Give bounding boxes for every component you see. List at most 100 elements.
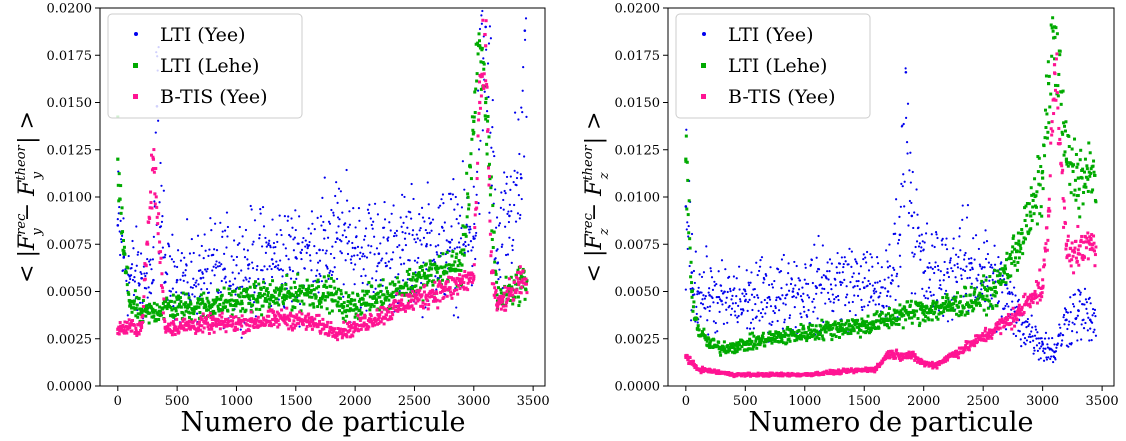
data-point (783, 318, 786, 321)
data-point (885, 294, 889, 297)
data-point (303, 267, 306, 270)
data-point (1090, 190, 1094, 194)
data-point (744, 298, 747, 301)
data-point (1028, 323, 1031, 326)
data-point (493, 154, 496, 158)
data-point (934, 265, 937, 269)
data-point (946, 320, 950, 323)
data-point (428, 217, 431, 220)
data-point (690, 281, 694, 285)
data-point (310, 210, 314, 213)
data-point (222, 268, 225, 271)
data-point (931, 244, 934, 247)
data-point (392, 301, 396, 305)
data-point (948, 304, 952, 308)
data-point (226, 309, 230, 313)
data-point (460, 263, 464, 267)
data-point (939, 283, 942, 287)
data-point (517, 118, 520, 121)
data-point (262, 280, 266, 284)
data-point (852, 327, 856, 331)
data-point (118, 321, 122, 325)
data-point (275, 301, 279, 305)
data-point (870, 256, 873, 259)
data-point (907, 211, 911, 215)
data-point (449, 263, 453, 267)
data-point (1010, 291, 1013, 294)
data-point (1091, 314, 1094, 317)
data-point (521, 89, 524, 92)
data-point (226, 235, 229, 238)
data-point (342, 301, 346, 305)
data-point (980, 279, 984, 283)
data-point (346, 299, 350, 303)
data-point (184, 309, 188, 313)
data-point (313, 293, 317, 297)
data-point (214, 263, 217, 266)
data-point (730, 350, 734, 354)
data-point (728, 346, 732, 350)
data-point (307, 284, 311, 288)
data-point (1041, 170, 1045, 174)
data-point (238, 225, 241, 229)
data-point (1001, 274, 1004, 277)
data-point (346, 252, 350, 256)
data-point (696, 321, 699, 324)
data-point (258, 295, 262, 299)
data-point (694, 250, 697, 253)
data-point (714, 321, 717, 325)
data-point (993, 268, 997, 272)
data-point (404, 243, 408, 247)
data-point (911, 170, 914, 174)
data-point (856, 294, 860, 298)
data-point (212, 302, 216, 306)
data-point (774, 305, 777, 308)
data-point (495, 216, 499, 219)
data-point (691, 305, 695, 309)
data-point (875, 367, 879, 371)
data-point (219, 322, 223, 326)
data-point (519, 173, 522, 176)
data-point (412, 292, 416, 296)
data-point (1028, 210, 1032, 214)
data-point (202, 257, 205, 260)
data-point (449, 198, 453, 201)
data-point (1019, 338, 1022, 341)
data-point (827, 297, 831, 301)
data-point (934, 307, 938, 311)
data-point (321, 294, 325, 298)
data-point (1036, 331, 1039, 334)
data-point (350, 261, 353, 265)
data-point (199, 269, 202, 272)
data-point (162, 297, 166, 301)
data-point (119, 253, 122, 257)
data-point (707, 291, 710, 294)
data-point (451, 263, 455, 267)
data-point (317, 285, 321, 289)
data-point (460, 248, 464, 252)
data-point (140, 323, 144, 327)
data-point (1093, 328, 1096, 331)
data-point (258, 291, 262, 295)
data-point (1067, 145, 1071, 149)
data-point (438, 299, 442, 303)
data-point (874, 312, 878, 316)
data-point (431, 288, 435, 292)
data-point (234, 293, 237, 296)
data-point (336, 237, 339, 240)
data-point (408, 267, 412, 271)
data-point (855, 280, 858, 283)
data-point (866, 314, 870, 318)
series-lti-lehe (684, 16, 1098, 357)
data-point (238, 295, 242, 299)
data-point (481, 18, 485, 22)
data-point (797, 288, 801, 291)
data-point (1039, 357, 1042, 360)
data-point (823, 328, 827, 332)
data-point (517, 304, 521, 308)
data-point (443, 265, 447, 269)
data-point (1058, 53, 1062, 57)
data-point (191, 286, 194, 289)
data-point (315, 274, 318, 277)
data-point (168, 323, 172, 327)
